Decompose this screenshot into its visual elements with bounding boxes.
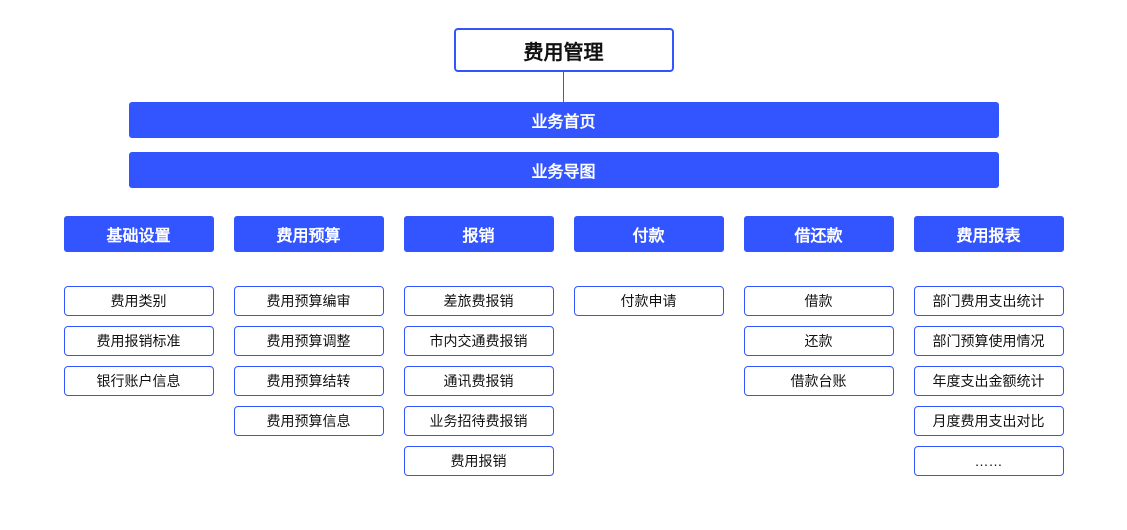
col-2: 报销 差旅费报销 市内交通费报销 通讯费报销 业务招待费报销 费用报销 (404, 216, 554, 486)
bar-1-label: 业务导图 (531, 158, 595, 182)
root-label: 费用管理 (524, 36, 604, 65)
col-2-item-2: 通讯费报销 (404, 366, 554, 396)
col-1-header: 费用预算 (234, 216, 384, 252)
item-label: 费用报销标准 (97, 331, 181, 351)
item-label: 付款申请 (621, 291, 677, 311)
bar-0-label: 业务首页 (531, 108, 595, 132)
item-label: 还款 (805, 331, 833, 351)
col-5-item-2: 年度支出金额统计 (914, 366, 1064, 396)
item-label: 年度支出金额统计 (933, 371, 1045, 391)
col-1-item-0: 费用预算编审 (234, 286, 384, 316)
col-5: 费用报表 部门费用支出统计 部门预算使用情况 年度支出金额统计 月度费用支出对比… (914, 216, 1064, 486)
bar-1: 业务导图 (129, 152, 999, 188)
col-3-header: 付款 (574, 216, 724, 252)
item-label: …… (975, 453, 1003, 469)
col-5-item-1: 部门预算使用情况 (914, 326, 1064, 356)
item-label: 差旅费报销 (444, 291, 514, 311)
col-0-header-label: 基础设置 (106, 222, 170, 246)
col-5-item-3: 月度费用支出对比 (914, 406, 1064, 436)
col-2-item-3: 业务招待费报销 (404, 406, 554, 436)
col-3: 付款 付款申请 (574, 216, 724, 486)
col-4-header: 借还款 (744, 216, 894, 252)
item-label: 借款 (805, 291, 833, 311)
col-5-item-0: 部门费用支出统计 (914, 286, 1064, 316)
col-4-header-label: 借还款 (794, 222, 842, 246)
col-1-item-1: 费用预算调整 (234, 326, 384, 356)
col-2-header-label: 报销 (462, 222, 494, 246)
item-label: 月度费用支出对比 (933, 411, 1045, 431)
item-label: 业务招待费报销 (430, 411, 528, 431)
item-label: 部门费用支出统计 (933, 291, 1045, 311)
connector-line (563, 72, 564, 102)
col-1-header-label: 费用预算 (276, 222, 340, 246)
col-5-header: 费用报表 (914, 216, 1064, 252)
col-2-item-4: 费用报销 (404, 446, 554, 476)
item-label: 费用报销 (451, 451, 507, 471)
col-1-item-3: 费用预算信息 (234, 406, 384, 436)
col-3-item-0: 付款申请 (574, 286, 724, 316)
bar-0: 业务首页 (129, 102, 999, 138)
col-5-header-label: 费用报表 (956, 222, 1020, 246)
col-2-header: 报销 (404, 216, 554, 252)
col-1-item-2: 费用预算结转 (234, 366, 384, 396)
root-node: 费用管理 (454, 28, 674, 72)
item-label: 费用预算编审 (267, 291, 351, 311)
col-3-header-label: 付款 (632, 222, 664, 246)
col-0-item-1: 费用报销标准 (64, 326, 214, 356)
col-2-item-1: 市内交通费报销 (404, 326, 554, 356)
item-label: 费用类别 (111, 291, 167, 311)
col-0-item-0: 费用类别 (64, 286, 214, 316)
col-4-item-0: 借款 (744, 286, 894, 316)
col-1: 费用预算 费用预算编审 费用预算调整 费用预算结转 费用预算信息 (234, 216, 384, 486)
item-label: 费用预算信息 (267, 411, 351, 431)
col-0-header: 基础设置 (64, 216, 214, 252)
col-0-item-2: 银行账户信息 (64, 366, 214, 396)
item-label: 费用预算结转 (267, 371, 351, 391)
item-label: 费用预算调整 (267, 331, 351, 351)
col-4: 借还款 借款 还款 借款台账 (744, 216, 894, 486)
col-5-item-4: …… (914, 446, 1064, 476)
col-4-item-1: 还款 (744, 326, 894, 356)
item-label: 市内交通费报销 (430, 331, 528, 351)
item-label: 借款台账 (791, 371, 847, 391)
col-0: 基础设置 费用类别 费用报销标准 银行账户信息 (64, 216, 214, 486)
item-label: 银行账户信息 (97, 371, 181, 391)
col-4-item-2: 借款台账 (744, 366, 894, 396)
col-2-item-0: 差旅费报销 (404, 286, 554, 316)
item-label: 部门预算使用情况 (933, 331, 1045, 351)
columns-container: 基础设置 费用类别 费用报销标准 银行账户信息 费用预算 费用预算编审 费用预算… (64, 216, 1064, 486)
item-label: 通讯费报销 (444, 371, 514, 391)
